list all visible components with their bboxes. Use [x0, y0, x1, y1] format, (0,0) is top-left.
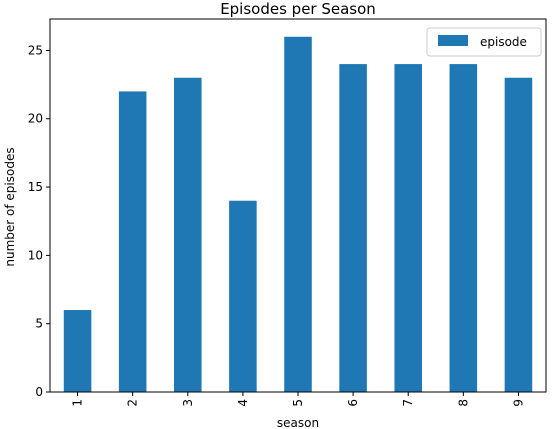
x-tick-label: 7: [401, 399, 415, 407]
x-tick-label: 1: [71, 399, 85, 407]
y-tick-label: 25: [28, 43, 43, 57]
chart-title: Episodes per Season: [220, 0, 376, 18]
legend-label: episode: [480, 35, 527, 49]
bar-season-6: [339, 64, 367, 392]
x-tick-label: 9: [511, 399, 525, 407]
legend: episode: [426, 27, 542, 57]
bar-season-5: [284, 36, 312, 393]
y-tick-label: 20: [28, 112, 43, 126]
y-tick-label: 10: [28, 248, 43, 262]
bar-season-2: [118, 91, 147, 393]
y-axis: 0 5 10 15 20 25: [28, 43, 50, 399]
bars-group: [63, 36, 533, 393]
bar-season-4: [229, 200, 257, 392]
x-tick-label: 8: [456, 399, 470, 407]
bar-season-8: [449, 64, 478, 392]
x-axis-label: season: [277, 416, 319, 429]
y-tick-label: 15: [28, 180, 43, 194]
x-tick-label: 4: [236, 399, 250, 407]
x-tick-label: 5: [291, 399, 305, 407]
plot-frame: [49, 18, 547, 393]
y-axis-label: number of episodes: [3, 147, 17, 266]
bar-season-3: [174, 77, 202, 392]
bar-season-9: [504, 77, 533, 392]
y-tick-label: 5: [35, 317, 43, 331]
x-axis: 1 2 3 4 5 6 7 8 9: [71, 392, 525, 407]
x-tick-label: 6: [346, 399, 360, 407]
y-tick-label: 0: [35, 385, 43, 399]
bar-season-1: [63, 310, 92, 392]
legend-swatch: [438, 35, 468, 46]
x-tick-label: 3: [181, 399, 195, 407]
bar-season-7: [394, 64, 422, 392]
x-tick-label: 2: [126, 399, 140, 407]
